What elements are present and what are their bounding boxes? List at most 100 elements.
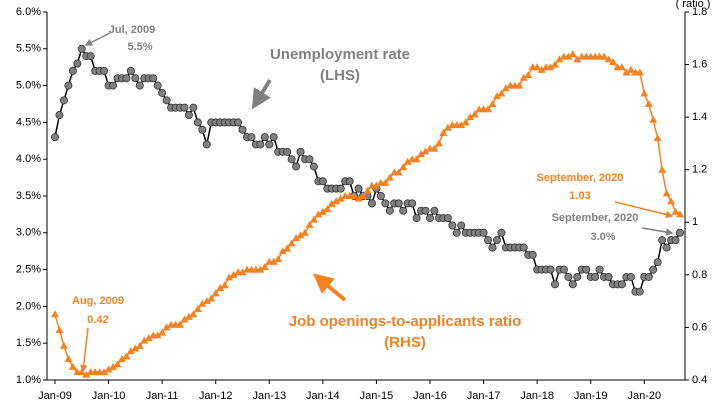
point [211, 289, 220, 297]
annotation: Aug, 2009 [72, 295, 124, 307]
point [653, 134, 662, 142]
point [497, 228, 506, 237]
point [551, 280, 560, 289]
point [117, 354, 126, 362]
point [519, 73, 528, 81]
point [220, 281, 229, 289]
annotation: Unemployment rate [270, 46, 410, 63]
point [256, 140, 265, 149]
point [100, 66, 109, 75]
point [350, 192, 359, 199]
point [309, 162, 318, 171]
point [363, 186, 372, 194]
point [667, 197, 676, 205]
point [430, 206, 439, 215]
point [180, 103, 189, 112]
point [126, 66, 135, 75]
point [100, 368, 109, 376]
point [671, 236, 680, 245]
point [546, 63, 555, 71]
point [448, 221, 457, 230]
point [528, 250, 537, 259]
point [671, 207, 680, 215]
point [176, 320, 184, 328]
point [461, 118, 470, 126]
x-tick-label: Jan-13 [252, 390, 286, 402]
point [394, 199, 403, 208]
point [318, 177, 327, 186]
point [86, 52, 95, 61]
point [443, 214, 452, 223]
point [457, 221, 466, 230]
arrow [312, 273, 347, 302]
point [336, 194, 345, 202]
point [519, 243, 528, 252]
x-tick-label: Jan-09 [38, 390, 72, 402]
point [367, 199, 376, 208]
point [457, 121, 466, 129]
point [381, 178, 390, 186]
point [515, 81, 524, 89]
point [162, 323, 171, 331]
point [292, 234, 301, 242]
point [216, 284, 225, 291]
point [394, 168, 403, 176]
point [309, 215, 318, 223]
point [622, 68, 631, 76]
point [198, 125, 207, 134]
point [158, 328, 167, 336]
point [617, 63, 626, 71]
point [484, 236, 493, 245]
point [564, 272, 573, 281]
point [649, 265, 658, 274]
point [274, 255, 283, 263]
point [439, 128, 448, 136]
annotations: Jul, 2009 5.5% Unemployment rate (LHS) Aug, … [72, 24, 638, 351]
point [354, 184, 363, 193]
arrow [251, 78, 272, 110]
point [564, 52, 573, 60]
point [662, 243, 671, 252]
point [381, 199, 390, 208]
point [470, 110, 479, 118]
point [399, 163, 408, 171]
annotation: (RHS) [384, 334, 426, 351]
y2-tick-label: 1.8 [692, 6, 707, 18]
point [109, 362, 118, 370]
point [131, 74, 140, 83]
point [559, 265, 568, 274]
point [658, 165, 667, 173]
point [635, 68, 644, 76]
point [488, 100, 497, 107]
point [626, 65, 635, 73]
point [649, 115, 658, 123]
point [202, 140, 211, 149]
y2-tick-label: 0.8 [692, 269, 707, 281]
point [399, 206, 408, 215]
point [345, 177, 354, 186]
point [676, 210, 684, 218]
point [412, 155, 421, 163]
point [73, 59, 82, 68]
point [421, 206, 430, 215]
point [122, 74, 131, 83]
point [551, 60, 559, 68]
point [180, 315, 189, 323]
y-tick-label: 4.0% [16, 153, 41, 165]
point [301, 228, 309, 236]
point [207, 294, 216, 302]
point [55, 111, 64, 120]
point [77, 44, 86, 53]
annotation: 5.5% [127, 41, 152, 53]
arrow [84, 32, 111, 46]
point [403, 157, 412, 165]
point [140, 336, 149, 344]
point [229, 270, 238, 278]
point [314, 210, 323, 218]
point [573, 55, 582, 63]
point [385, 173, 394, 181]
point [189, 310, 198, 318]
annotation: 1.03 [569, 190, 590, 202]
point [51, 133, 60, 142]
